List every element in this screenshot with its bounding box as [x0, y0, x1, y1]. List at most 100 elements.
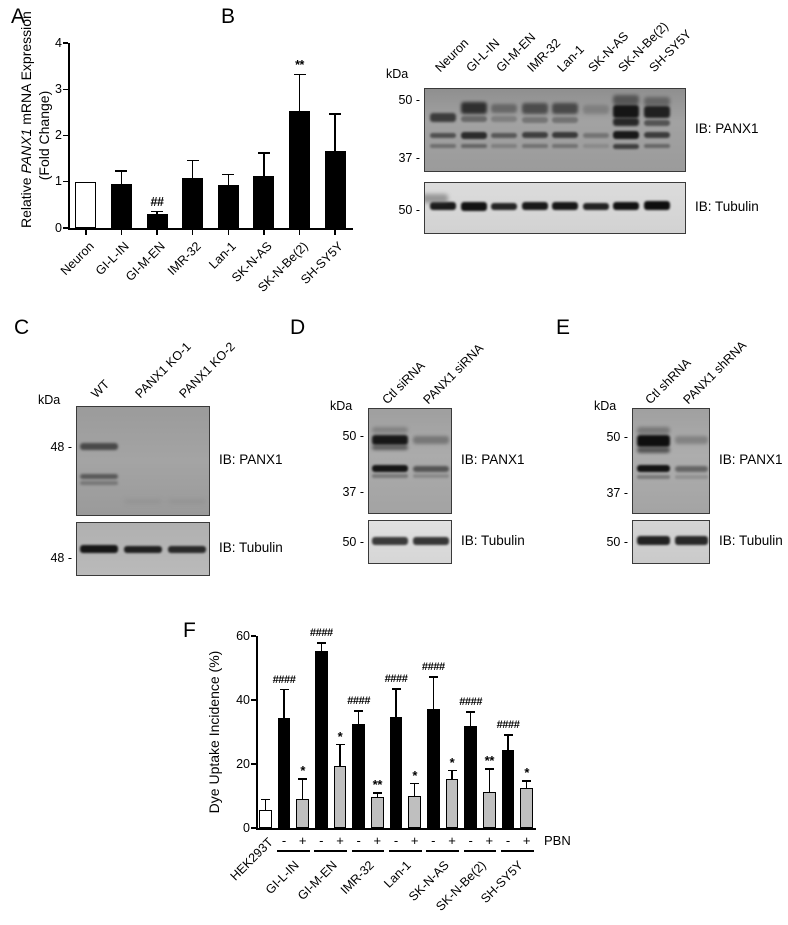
panel-b-letter: B [221, 5, 236, 28]
panel-f-error-cap [391, 688, 401, 691]
panel-a-y-tick-label: 3 [55, 81, 62, 96]
panel-a-bar [324, 151, 346, 228]
blot-band [491, 116, 517, 122]
panel-a-error-cap [257, 152, 270, 154]
panel-a-bar [75, 181, 97, 228]
blot-band [582, 203, 609, 210]
blot-band [643, 97, 670, 106]
panel-f-error-bar [339, 743, 341, 767]
kda-label: kDa [594, 399, 617, 413]
blot-band [643, 201, 670, 210]
blot-band [460, 144, 487, 148]
panel-f-group-underline [426, 850, 459, 852]
panel-f-group-underline [389, 850, 422, 852]
blot-band [552, 117, 578, 123]
panel-f-error-bar [432, 676, 435, 710]
panel-f-error-bar [507, 734, 509, 751]
panel-f-pbn-symbol: - [319, 833, 324, 848]
panel-f-error-cap [316, 642, 326, 644]
panel-e-letter: E [556, 316, 571, 339]
kda-marker: 37 - [398, 150, 420, 165]
panel-f-error-cap [260, 798, 270, 801]
panel-f-y-tick [251, 635, 256, 637]
panel-f-bar [501, 750, 515, 828]
kda-marker: 50 - [606, 429, 628, 444]
panel-f-error-cap [466, 711, 476, 713]
blot-band [521, 144, 548, 148]
kda-marker: 48 - [50, 550, 72, 565]
kda-label: kDa [386, 67, 409, 81]
panel-a-x-tick [191, 229, 194, 235]
panel-a-error-bar [191, 159, 194, 178]
panel-a-letter: A [11, 5, 26, 28]
panel-f-y-tick [251, 763, 256, 765]
blot-lane-label: PANX1 siRNA [420, 341, 487, 407]
panel-f-bar [464, 726, 477, 828]
blot-band [613, 144, 639, 149]
blot-band [552, 144, 578, 148]
blot-band [430, 202, 456, 210]
panel-f-x-axis [256, 828, 536, 830]
blot-band [636, 536, 670, 545]
blot-image-tubulin [76, 522, 210, 576]
blot-background [633, 409, 709, 513]
panel-f-pbn-symbol: + [448, 833, 456, 848]
blot-band [552, 103, 578, 114]
panel-f-bar [408, 795, 421, 828]
blot-band [372, 435, 408, 445]
panel-a-x-axis [68, 228, 353, 230]
blot-band [491, 203, 517, 210]
panel-f-y-tick-label: 40 [236, 692, 250, 707]
panel-d-letter: D [290, 316, 306, 339]
blot-image-tubulin [368, 520, 452, 564]
panel-a-y-tick-label: 2 [55, 128, 62, 142]
blot-band [430, 113, 456, 122]
panel-f-letter: F [183, 619, 196, 642]
panel-f-pbn-symbol: + [485, 833, 494, 848]
blot-band [674, 475, 708, 479]
blot-band [413, 537, 449, 545]
panel-a-y-tick [63, 88, 68, 90]
ib-label-panx1: IB: PANX1 [219, 452, 283, 467]
kda-marker: 48 - [50, 439, 72, 454]
blot-band [643, 120, 670, 126]
panel-a-error-bar [263, 152, 265, 176]
blot-lane-label: Neuron [432, 35, 472, 75]
panel-f-pbn-symbol: + [373, 833, 382, 848]
blot-band [460, 116, 487, 122]
kda-label: kDa [330, 399, 353, 413]
panel-f-error-bar [376, 792, 379, 797]
panel-f-significance-marker: * [300, 763, 305, 779]
panel-a-y-tick [63, 181, 68, 183]
blot-band [613, 95, 639, 105]
blot-band [372, 445, 408, 450]
panel-f-bar [259, 810, 272, 828]
panel-f-group-underline [314, 850, 347, 852]
panel-f-pbn-symbol: - [431, 833, 436, 848]
blot-band [460, 202, 487, 211]
panel-f-pbn-symbol: + [410, 833, 419, 848]
panel-f-significance-marker: #### [309, 627, 333, 640]
blot-band [636, 447, 670, 453]
blot-background [77, 407, 209, 515]
blot-band [613, 105, 639, 118]
panel-a-bar [146, 213, 168, 228]
blot-band [80, 481, 118, 485]
panel-f-error-bar [395, 688, 397, 718]
ib-label-tubulin: IB: Tubulin [219, 540, 283, 555]
panel-a-bar [217, 184, 239, 228]
blot-band [582, 133, 609, 138]
panel-f-bar [427, 709, 440, 828]
blot-band [643, 106, 670, 118]
blot-band [613, 202, 639, 210]
blot-band [80, 443, 118, 450]
blot-band [643, 144, 670, 148]
panel-f-error-bar [451, 769, 453, 780]
ib-label-panx1: IB: PANX1 [461, 452, 525, 467]
panel-f-error-cap [503, 734, 513, 736]
panel-a-error-bar [227, 173, 230, 185]
blot-band [521, 103, 548, 114]
panel-f-significance-marker: * [337, 728, 343, 744]
panel-a-error-cap [329, 113, 342, 115]
kda-marker: 37 - [606, 485, 628, 500]
